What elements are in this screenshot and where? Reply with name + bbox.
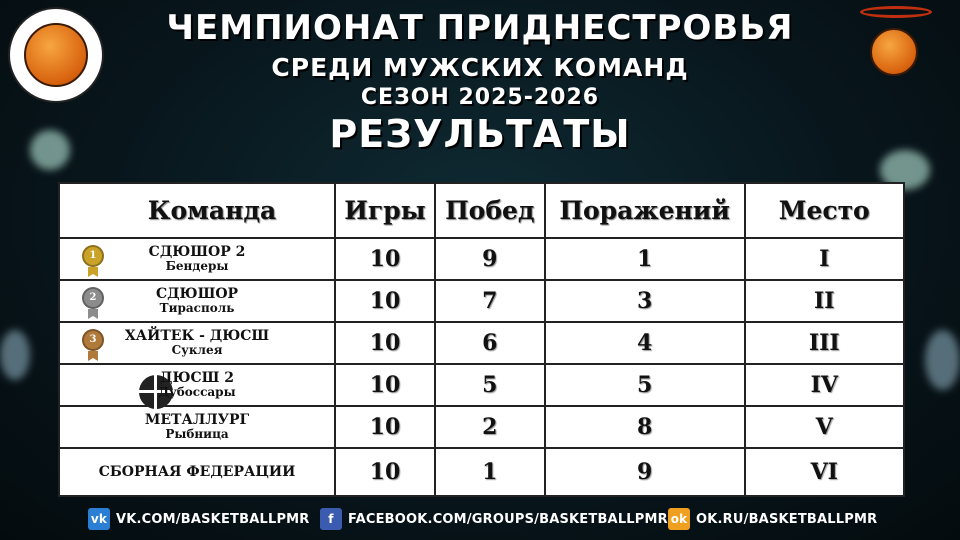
subtitle-season: СЕЗОН 2025-2026 [360,85,600,110]
results-table: Команда Игры Побед Поражений Место 1 СДЮШ… [57,182,906,497]
facebook-icon: f [320,508,342,530]
team-name: СДЮШОР 2 [148,244,246,260]
federation-logo [8,7,104,103]
ok-link[interactable]: ok OK.RU/BASKETBALLPMR [668,507,877,531]
team-city: Дубоссары [158,385,236,399]
losses-cell: 4 [543,321,746,365]
table-row: МЕТАЛЛУРГ Рыбница 10 2 8 V [57,405,906,449]
header-losses: Поражений [543,182,746,239]
title-results: РЕЗУЛЬТАТЫ [329,112,631,156]
wins-cell: 2 [433,405,546,449]
table-row: СБОРНАЯ ФЕДЕРАЦИИ 10 1 9 VI [57,447,906,497]
table-row: 2 СДЮШОР Тирасполь 10 7 3 II [57,279,906,323]
losses-cell: 5 [543,363,746,407]
odnoklassniki-icon: ok [668,508,690,530]
facebook-link[interactable]: f FACEBOOK.COM/GROUPS/BASKETBALLPMR/ [320,507,673,531]
team-cell: 1 СДЮШОР 2 Бендеры [57,237,337,281]
team-city: Суклея [171,343,223,357]
games-cell: 10 [334,237,436,281]
place-cell: I [743,237,906,281]
header-games: Игры [334,182,436,239]
header-row: Команда Игры Побед Поражений Место [57,182,906,409]
team-name: ДЮСШ 2 [160,370,235,386]
team-city: Рыбница [165,427,229,441]
place-cell: VI [743,447,906,497]
games-cell: 10 [334,321,436,365]
vk-link[interactable]: vk VK.COM/BASKETBALLPMR [88,507,310,531]
team-name: СБОРНАЯ ФЕДЕРАЦИИ [98,463,296,480]
wins-cell: 7 [433,279,546,323]
team-name: ХАЙТЕК - ДЮСШ [124,328,270,344]
team-city: Тирасполь [159,301,235,315]
basketball-logo [842,2,954,112]
team-cell: 3 ХАЙТЕК - ДЮСШ Суклея [57,321,337,365]
losses-cell: 1 [543,237,746,281]
place-cell: V [743,405,906,449]
header-wins: Побед [433,182,546,239]
place-cell: III [743,321,906,365]
vk-icon: vk [88,508,110,530]
place-cell: II [743,279,906,323]
table-row: ДЮСШ 2 Дубоссары 10 5 5 IV [57,363,906,407]
gold-medal-icon: 1 [82,245,104,267]
games-cell: 10 [334,363,436,407]
wins-cell: 6 [433,321,546,365]
header-team: Команда [57,182,337,409]
place-cell: IV [743,363,906,407]
team-cell: СБОРНАЯ ФЕДЕРАЦИИ [57,447,337,497]
table-row: 3 ХАЙТЕК - ДЮСШ Суклея 10 6 4 III [57,321,906,365]
wins-cell: 9 [433,237,546,281]
team-cell: ДЮСШ 2 Дубоссары [57,363,337,407]
header-place: Место [743,182,906,239]
team-cell: МЕТАЛЛУРГ Рыбница [57,405,337,449]
games-cell: 10 [334,279,436,323]
team-cell: 2 СДЮШОР Тирасполь [57,279,337,323]
team-name: МЕТАЛЛУРГ [144,412,250,428]
losses-cell: 3 [543,279,746,323]
table-row: 1 СДЮШОР 2 Бендеры 10 9 1 I [57,237,906,281]
wins-cell: 5 [433,363,546,407]
title-championship: ЧЕМПИОНАТ ПРИДНЕСТРОВЬЯ [166,8,794,48]
silver-medal-icon: 2 [82,287,104,309]
losses-cell: 9 [543,447,746,497]
team-name: СДЮШОР [155,286,239,302]
wins-cell: 1 [433,447,546,497]
losses-cell: 8 [543,405,746,449]
games-cell: 10 [334,447,436,497]
team-city: Бендеры [165,259,229,273]
bronze-medal-icon: 3 [82,329,104,351]
games-cell: 10 [334,405,436,449]
subtitle-men: СРЕДИ МУЖСКИХ КОМАНД [271,53,689,82]
